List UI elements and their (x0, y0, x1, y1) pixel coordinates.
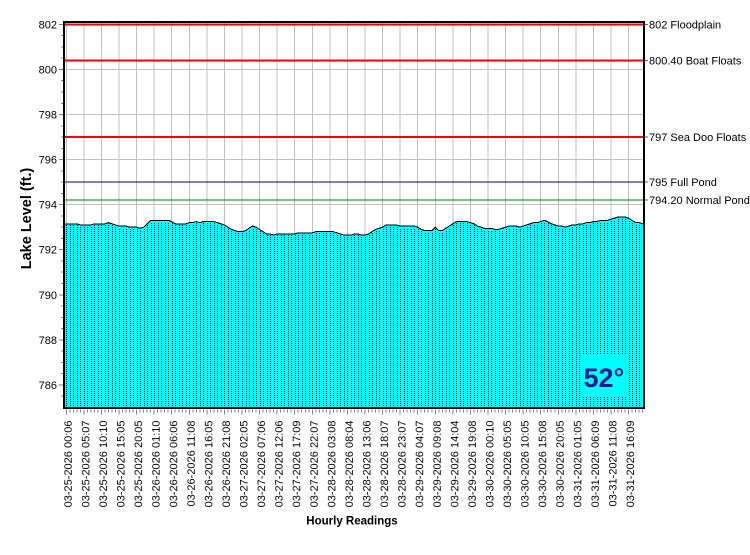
svg-text:796: 796 (39, 155, 57, 167)
svg-text:790: 790 (39, 290, 57, 302)
svg-text:03-27-2026 02:05: 03-27-2026 02:05 (239, 421, 251, 508)
svg-text:03-30-2026 20:05: 03-30-2026 20:05 (555, 421, 567, 508)
svg-text:Hourly Readings: Hourly Readings (306, 515, 397, 527)
svg-text:03-27-2026 12:06: 03-27-2026 12:06 (274, 421, 286, 508)
svg-text:802: 802 (39, 19, 57, 31)
svg-text:03-26-2026 16:05: 03-26-2026 16:05 (203, 421, 215, 508)
svg-text:03-27-2026 22:07: 03-27-2026 22:07 (309, 421, 321, 508)
svg-text:03-29-2026 09:08: 03-29-2026 09:08 (432, 421, 444, 508)
svg-text:03-27-2026 07:06: 03-27-2026 07:06 (256, 421, 268, 508)
svg-text:794: 794 (39, 200, 57, 212)
svg-text:03-29-2026 04:07: 03-29-2026 04:07 (414, 421, 426, 508)
svg-text:03-28-2026 08:04: 03-28-2026 08:04 (344, 421, 356, 508)
svg-text:800: 800 (39, 64, 57, 76)
svg-text:03-29-2026 14:04: 03-29-2026 14:04 (449, 421, 461, 508)
svg-text:797 Sea Doo Floats: 797 Sea Doo Floats (649, 132, 747, 144)
svg-text:03-31-2026 01:05: 03-31-2026 01:05 (572, 421, 584, 508)
svg-text:03-30-2026 15:08: 03-30-2026 15:08 (537, 421, 549, 508)
svg-text:03-31-2026 06:09: 03-31-2026 06:09 (590, 421, 602, 508)
svg-text:03-26-2026 06:06: 03-26-2026 06:06 (168, 421, 180, 508)
svg-text:03-27-2026 17:09: 03-27-2026 17:09 (291, 421, 303, 508)
svg-text:788: 788 (39, 335, 57, 347)
svg-text:03-25-2026 10:10: 03-25-2026 10:10 (98, 421, 110, 508)
svg-text:802 Floodplain: 802 Floodplain (649, 19, 721, 31)
svg-text:03-30-2026 00:10: 03-30-2026 00:10 (484, 421, 496, 508)
svg-text:03-25-2026 05:07: 03-25-2026 05:07 (80, 421, 92, 508)
svg-text:03-28-2026 03:08: 03-28-2026 03:08 (326, 421, 338, 508)
svg-text:03-26-2026 01:10: 03-26-2026 01:10 (151, 421, 163, 508)
svg-text:03-31-2026 11:08: 03-31-2026 11:08 (607, 421, 619, 507)
svg-text:03-25-2026 00:06: 03-25-2026 00:06 (63, 421, 75, 508)
svg-text:03-26-2026 21:08: 03-26-2026 21:08 (221, 421, 233, 508)
svg-text:03-30-2026 10:05: 03-30-2026 10:05 (520, 421, 532, 508)
svg-text:800.40 Boat Floats: 800.40 Boat Floats (649, 55, 742, 67)
svg-text:798: 798 (39, 110, 57, 122)
svg-text:52°: 52° (584, 363, 625, 393)
svg-text:795 Full Pond: 795 Full Pond (649, 177, 717, 189)
svg-text:03-25-2026 15:05: 03-25-2026 15:05 (116, 421, 128, 508)
svg-text:03-28-2026 23:07: 03-28-2026 23:07 (397, 421, 409, 508)
svg-text:03-29-2026 19:08: 03-29-2026 19:08 (467, 421, 479, 508)
svg-text:794.20 Normal Pond: 794.20 Normal Pond (649, 195, 750, 207)
svg-text:03-28-2026 18:07: 03-28-2026 18:07 (379, 421, 391, 508)
svg-text:03-30-2026 05:05: 03-30-2026 05:05 (502, 421, 514, 508)
svg-text:03-25-2026 20:05: 03-25-2026 20:05 (133, 421, 145, 508)
svg-text:792: 792 (39, 245, 57, 257)
svg-text:03-31-2026 16:09: 03-31-2026 16:09 (625, 421, 637, 508)
svg-text:786: 786 (39, 380, 57, 392)
svg-text:03-28-2026 13:06: 03-28-2026 13:06 (361, 421, 373, 508)
svg-text:Lake Level (ft.): Lake Level (ft.) (19, 168, 35, 270)
svg-text:03-26-2026 11:08: 03-26-2026 11:08 (186, 421, 198, 507)
